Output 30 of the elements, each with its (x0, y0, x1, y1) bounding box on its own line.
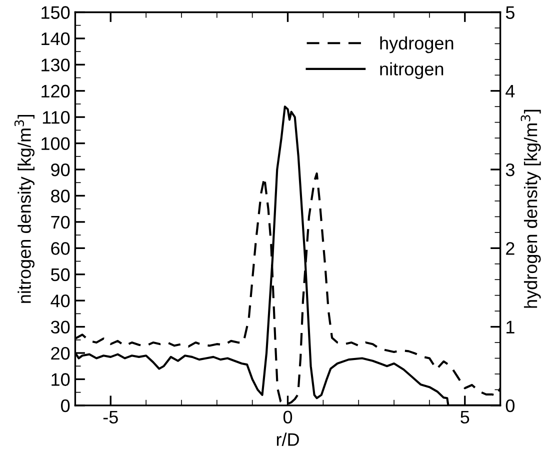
y-tick-label: 30 (50, 320, 70, 334)
x-tick-label: 5 (460, 410, 470, 424)
y-tick-label: 150 (42, 6, 70, 19)
x-tick-label: 0 (283, 410, 292, 424)
legend-label: hydrogen (380, 36, 454, 54)
y-tick-label: 80 (51, 190, 70, 202)
legend-label: nitrogen (380, 62, 444, 80)
y2-tick-label: 2 (506, 242, 514, 255)
x-axis-title: r/D (276, 432, 299, 446)
y2-tick-label: 0 (506, 399, 515, 412)
y-tick-label: 50 (50, 268, 70, 282)
y-tick-label: 70 (51, 216, 70, 229)
y2-axis-title: hydrogen density [kg/m$^{3}$] (520, 110, 541, 308)
y-tick-label: 120 (42, 84, 70, 98)
y-tick-label: 40 (50, 294, 70, 308)
y-axis-title: nitrogen density [kg/m$^{3}$] (14, 115, 34, 303)
y-tick-label: 10 (52, 373, 70, 386)
y-tick-label: 140 (42, 32, 70, 46)
y2-tick-label: 3 (506, 163, 514, 176)
y2-tick-label: 4 (506, 84, 515, 98)
y2-tick-label: 1 (506, 320, 514, 334)
y-tick-label: 20 (51, 346, 70, 360)
y-tick-label: 0 (61, 399, 70, 412)
x-tick-label: -5 (103, 410, 118, 424)
y-tick-label: 130 (42, 58, 70, 72)
y-tick-label: 60 (51, 242, 70, 255)
y-tick-label: 90 (51, 163, 70, 176)
y-tick-label: 110 (42, 111, 70, 124)
y2-tick-label: 5 (506, 6, 514, 19)
y-tick-label: 100 (42, 137, 70, 150)
